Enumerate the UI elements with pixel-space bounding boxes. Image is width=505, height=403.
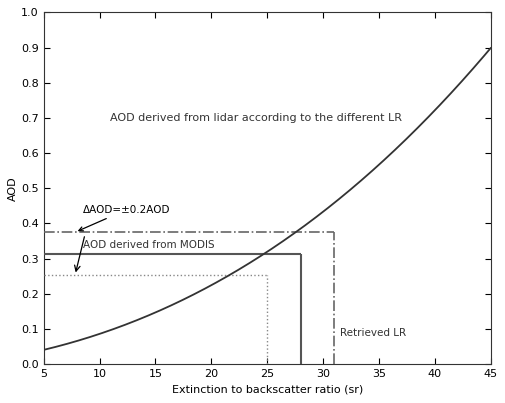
Y-axis label: AOD: AOD: [8, 176, 18, 201]
Text: AOD derived from lidar according to the different LR: AOD derived from lidar according to the …: [110, 113, 401, 123]
Text: Retrieved LR: Retrieved LR: [339, 328, 405, 338]
X-axis label: Extinction to backscatter ratio (sr): Extinction to backscatter ratio (sr): [171, 385, 362, 395]
Text: ΔAOD=±0.2AOD: ΔAOD=±0.2AOD: [79, 205, 170, 231]
Text: AOD derived from MODIS: AOD derived from MODIS: [83, 240, 214, 250]
